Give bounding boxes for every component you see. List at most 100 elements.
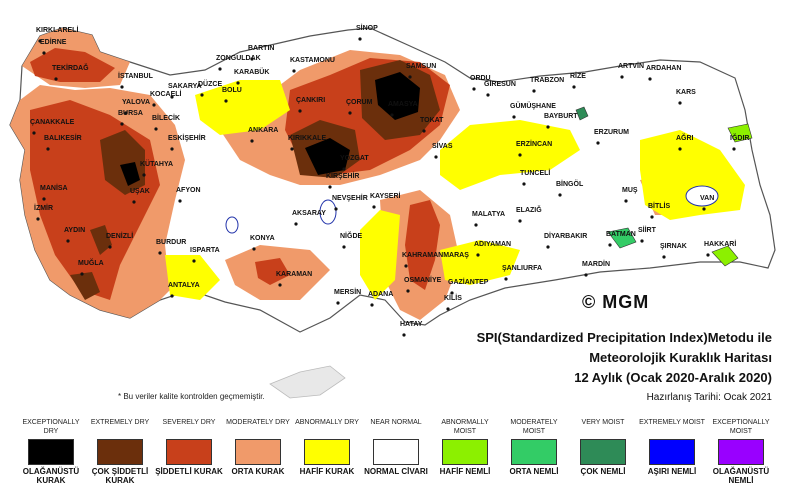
city-dot — [120, 85, 124, 89]
city-label: GÜMÜŞHANE — [510, 101, 556, 110]
lake-van — [685, 185, 719, 207]
city-label: TUNCELİ — [520, 169, 550, 177]
city-label: RİZE — [570, 72, 586, 80]
city-label: MERSİN — [334, 288, 361, 296]
legend-swatch — [97, 439, 143, 465]
city-label: KAYSERİ — [370, 192, 401, 200]
city-label: KARABÜK — [234, 67, 269, 76]
city-label: DENİZLİ — [106, 232, 133, 240]
city-label: BİNGÖL — [556, 179, 584, 188]
legend-item: ABNORMALLY MOIST HAFİF NEMLİ — [430, 418, 500, 476]
city-label: KIRIKKALE — [288, 135, 326, 142]
city-dot — [640, 239, 644, 243]
mgm-logo: © MGM — [582, 292, 650, 312]
legend-swatch — [442, 439, 488, 465]
legend-swatch — [28, 439, 74, 465]
city-label: ÇANKIRI — [296, 97, 325, 104]
city-dot — [518, 219, 522, 223]
city-dot — [370, 303, 374, 307]
city-label: KÜTAHYA — [140, 159, 173, 168]
city-label: BARTIN — [248, 45, 274, 52]
legend-swatch — [304, 439, 350, 465]
quality-note: * Bu veriler kalite kontrolden geçmemişt… — [118, 392, 265, 401]
city-dot — [408, 75, 412, 79]
city-label: ERZİNCAN — [516, 140, 552, 148]
legend-item: MODERATELY MOIST ORTA NEMLİ — [499, 418, 569, 476]
city-dot — [38, 39, 42, 43]
legend-label-en: EXCEPTIONALLY DRY — [22, 419, 80, 435]
city-dot — [120, 122, 124, 126]
legend-swatch — [718, 439, 764, 465]
city-label: HAKKARİ — [704, 240, 736, 248]
legend-label-en: ABNORMALLY MOIST — [441, 419, 489, 435]
legend-label-en: EXCEPTIONALLY MOIST — [712, 419, 770, 435]
city-label: GAZİANTEP — [448, 278, 489, 286]
city-label: HATAY — [400, 321, 423, 328]
city-label: KASTAMONU — [290, 57, 335, 64]
city-label: UŞAK — [130, 188, 150, 195]
city-dot — [678, 147, 682, 151]
city-label: BOLU — [222, 87, 242, 94]
city-dot — [294, 222, 298, 226]
city-label: KONYA — [250, 235, 275, 242]
city-dot — [250, 57, 254, 61]
legend-item: NEAR NORMAL NORMAL CİVARI — [361, 418, 431, 476]
city-dot — [608, 243, 612, 247]
city-label: ZONGULDAK — [216, 55, 261, 62]
city-dot — [158, 251, 162, 255]
city-label: KIRKLARELİ — [36, 26, 78, 34]
city-label: BURSA — [118, 110, 143, 117]
city-label: GİRESUN — [484, 80, 516, 88]
city-dot — [572, 85, 576, 89]
city-label: DİYARBAKIR — [544, 232, 587, 240]
city-dot — [328, 185, 332, 189]
zone-abnormally-dry-sivas — [440, 120, 580, 190]
city-dot — [142, 173, 146, 177]
title-line-2: Meteorolojik Kuraklık Haritası — [589, 350, 772, 365]
city-label: ADANA — [368, 291, 393, 298]
city-label: ARTVİN — [618, 62, 644, 70]
city-label: YALOVA — [122, 99, 150, 106]
city-dot — [132, 200, 136, 204]
city-dot — [624, 199, 628, 203]
city-dot — [474, 223, 478, 227]
city-dot — [334, 207, 338, 211]
city-label: BİTLİS — [648, 202, 670, 210]
city-dot — [476, 253, 480, 257]
city-label: TRABZON — [530, 77, 564, 84]
legend-label-tr: ORTA NEMLİ — [509, 467, 559, 476]
city-label: BAYBURT — [544, 113, 578, 120]
legend-swatch — [235, 439, 281, 465]
city-dot — [250, 139, 254, 143]
city-dot — [224, 99, 228, 103]
legend-label-en: NEAR NORMAL — [370, 419, 422, 426]
title-line-3: 12 Aylık (Ocak 2020-Aralık 2020) — [574, 370, 772, 385]
city-dot — [650, 215, 654, 219]
zone-abnormally-moist-igdir — [727, 123, 753, 143]
legend-label-en: SEVERELY DRY — [162, 419, 216, 426]
city-dot — [504, 277, 508, 281]
city-dot — [42, 197, 46, 201]
city-dot — [620, 75, 624, 79]
city-label: AYDIN — [64, 227, 85, 234]
city-dot — [170, 294, 174, 298]
city-label: MANİSA — [40, 184, 68, 192]
city-dot — [342, 245, 346, 249]
city-dot — [422, 129, 426, 133]
legend-label-tr: ÇOK ŞİDDETLİ KURAK — [91, 467, 149, 485]
city-dot — [46, 147, 50, 151]
city-label: KOCAELİ — [150, 90, 182, 98]
legend-label-tr: ŞİDDETLİ KURAK — [155, 467, 223, 476]
legend-label-en: EXTREMELY DRY — [90, 419, 150, 426]
city-dot — [292, 69, 296, 73]
city-label: TEKİRDAĞ — [52, 63, 89, 72]
cyprus-island — [269, 365, 346, 399]
city-dot — [200, 93, 204, 97]
city-label: MARDİN — [582, 260, 610, 268]
city-dot — [546, 245, 550, 249]
city-label: DÜZCE — [198, 79, 222, 88]
city-label: ANTALYA — [168, 282, 200, 289]
legend-item: EXTREMELY DRY ÇOK ŞİDDETLİ KURAK — [85, 418, 155, 485]
city-dot — [32, 131, 36, 135]
city-dot — [178, 199, 182, 203]
